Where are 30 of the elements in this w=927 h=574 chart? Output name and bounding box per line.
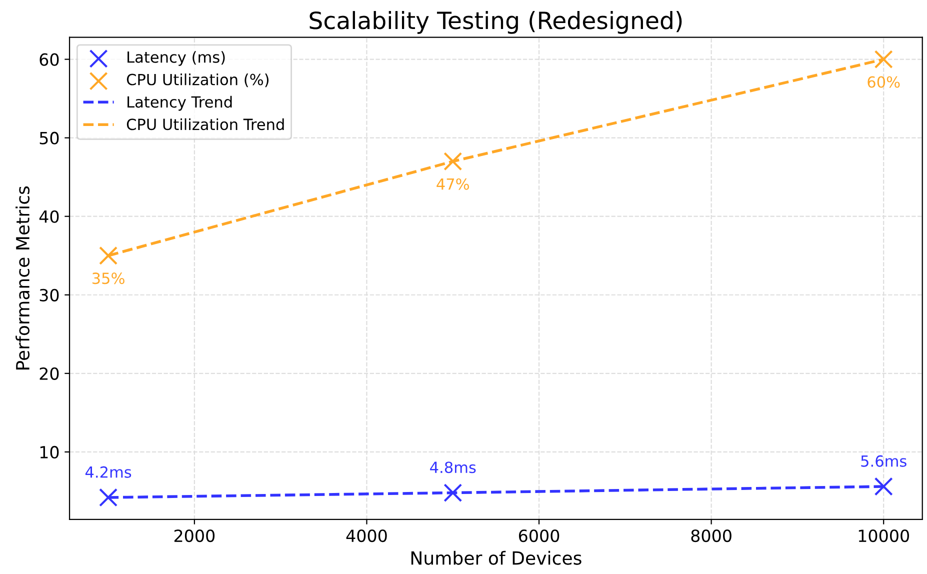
- data-label: 35%: [92, 272, 124, 284]
- point: [444, 484, 462, 502]
- legend-label: CPU Utilization Trend: [126, 118, 284, 130]
- point: [99, 246, 118, 265]
- x-tick-label: 8000: [691, 529, 732, 542]
- legend-label: CPU Utilization (%): [126, 73, 269, 88]
- point: [99, 488, 118, 507]
- y-tick-label: 20: [40, 367, 59, 380]
- data-label: 4.8ms: [430, 462, 476, 474]
- point: [874, 50, 893, 69]
- x-tick-label: 2000: [174, 529, 215, 542]
- y-tick-label: 40: [39, 210, 59, 223]
- x-axis-title: Number of Devices: [411, 550, 582, 565]
- chart-title: Scalability Testing (Redesigned): [310, 11, 682, 34]
- x-tick-label: 6000: [518, 529, 560, 542]
- legend-label: Latency (ms): [128, 51, 225, 66]
- data-label: 4.2ms: [85, 466, 132, 478]
- y-tick-label: 60: [40, 53, 59, 66]
- data-label: 5.6ms: [861, 455, 906, 467]
- data-label: 47%: [436, 178, 470, 190]
- point: [874, 477, 893, 496]
- y-tick-label: 50: [40, 132, 59, 144]
- legend-label: Latency Trend: [128, 96, 232, 111]
- y-axis-title: Performance Metrics: [16, 186, 30, 370]
- data-label: 60%: [868, 76, 900, 88]
- point: [444, 152, 462, 171]
- x-tick-label: 10000: [858, 529, 909, 542]
- y-tick-label: 30: [40, 288, 59, 302]
- y-tick-label: 10: [40, 446, 59, 459]
- x-tick-label: 4000: [346, 529, 387, 542]
